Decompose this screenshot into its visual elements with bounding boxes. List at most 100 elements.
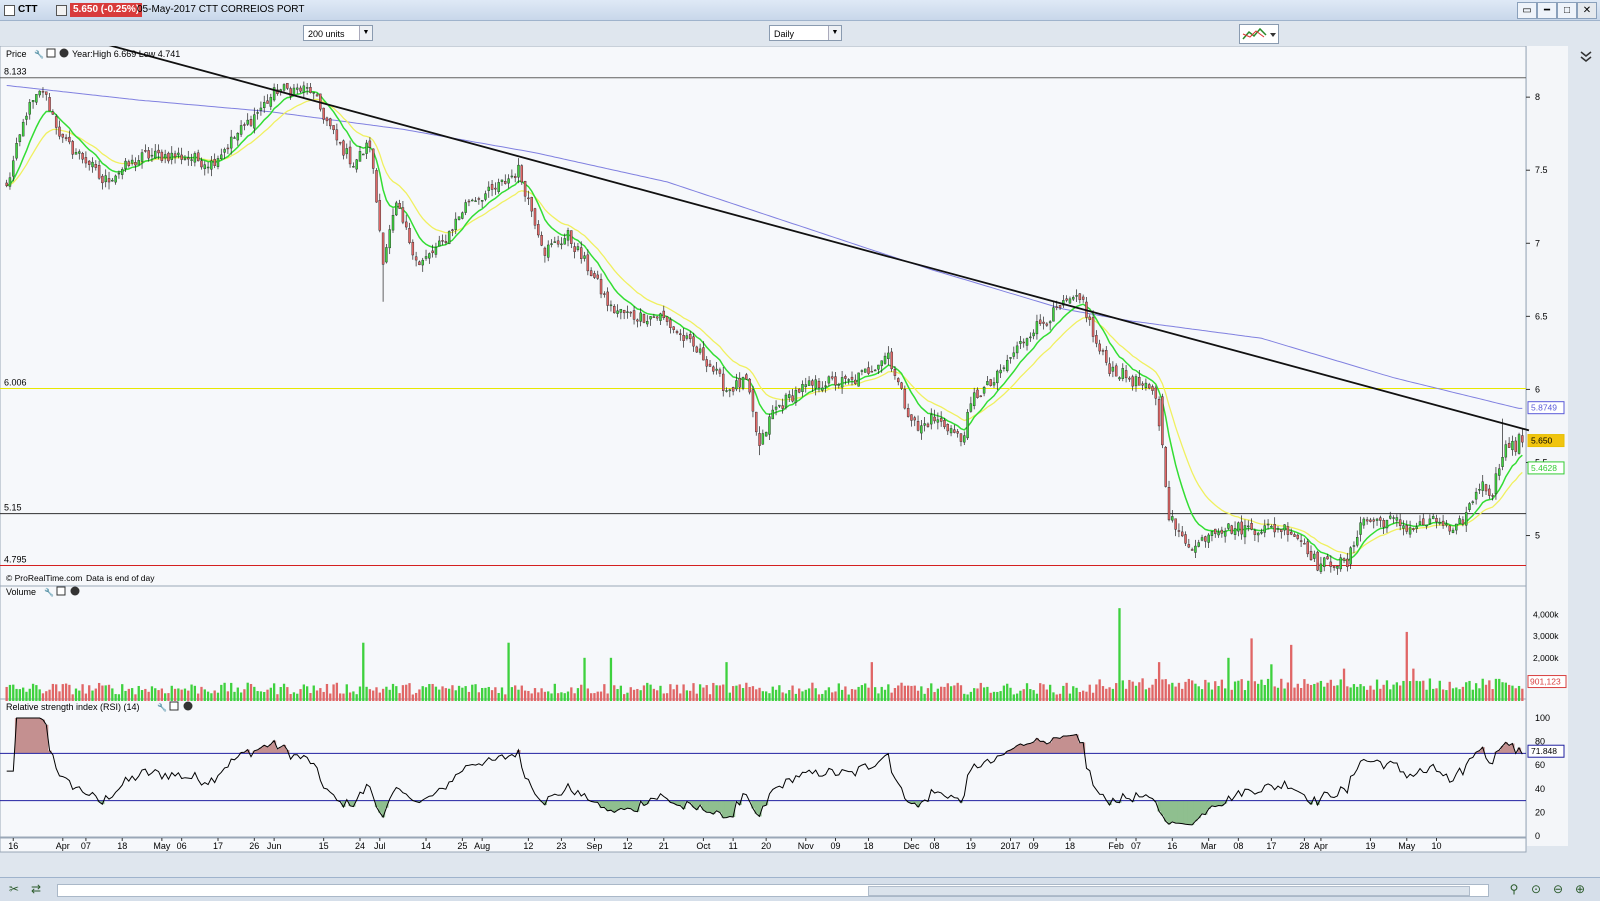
volume-bar: [1379, 688, 1382, 701]
volume-bar: [798, 688, 801, 701]
rsi-fill: [1025, 744, 1030, 754]
x-tick-label: 14: [421, 841, 431, 851]
candle-body: [68, 136, 71, 143]
volume-bar: [157, 690, 160, 701]
candle-body: [395, 202, 398, 216]
candle-body: [1507, 442, 1511, 448]
zoom-minus-icon[interactable]: ⊖: [1552, 882, 1564, 896]
units-select[interactable]: 200 units ▼: [303, 25, 373, 41]
candle-body: [900, 382, 903, 389]
candle-body: [438, 240, 441, 247]
rsi-fill: [1193, 800, 1198, 822]
candle-body: [38, 90, 41, 96]
restore-button[interactable]: ━: [1537, 2, 1557, 19]
zoom-plus-icon[interactable]: ⊕: [1574, 882, 1586, 896]
rsi-fill: [913, 800, 917, 804]
rsi-fill: [1474, 752, 1479, 754]
x-tick-label: 17: [213, 841, 223, 851]
x-tick-label: Dec: [903, 841, 920, 851]
candle-body: [1187, 544, 1191, 548]
panel-toggle-icon[interactable]: [1578, 46, 1600, 66]
time-scrollbar[interactable]: [57, 884, 1489, 897]
volume-bar: [408, 683, 411, 701]
volume-bar: [1306, 683, 1309, 701]
candle-body: [784, 394, 788, 408]
volume-bar: [992, 691, 996, 701]
candle-body: [1435, 518, 1438, 523]
chart-type-button[interactable]: [1239, 24, 1279, 44]
candle-body: [1336, 565, 1339, 569]
maximize-button[interactable]: □: [1557, 2, 1577, 19]
candle-body: [1474, 491, 1478, 500]
volume-bar: [1465, 682, 1468, 701]
volume-bar: [936, 688, 940, 701]
candle-body: [570, 230, 573, 244]
volume-bar: [774, 689, 778, 701]
volume-bar: [741, 688, 745, 701]
volume-bar: [1075, 687, 1078, 701]
scrollbar-thumb[interactable]: [868, 886, 1470, 896]
rsi-fill: [1180, 800, 1185, 824]
candle-body: [329, 118, 332, 127]
candle-body: [1009, 357, 1012, 359]
x-tick-label: Jun: [267, 841, 282, 851]
rsi-fill: [688, 800, 693, 804]
x-tick-label: 18: [117, 841, 127, 851]
candle-body: [1481, 481, 1484, 491]
volume-bar: [1134, 685, 1138, 701]
rsi-fill: [1164, 800, 1168, 822]
volume-bar: [1243, 690, 1247, 701]
candle-body: [1352, 545, 1356, 547]
close-button[interactable]: ✕: [1577, 2, 1597, 19]
candle-body: [233, 137, 236, 139]
chart-area[interactable]: 8.1336.0065.154.79587.576.565.555.87495.…: [0, 46, 1600, 877]
volume-bar: [1207, 682, 1210, 701]
volume-bar: [877, 693, 880, 701]
volume-bar: [1478, 688, 1481, 701]
candle-body: [982, 386, 986, 394]
candle-body: [104, 175, 107, 183]
volume-bar: [68, 684, 71, 701]
volume-bar: [1194, 683, 1197, 701]
window-icon[interactable]: [4, 5, 15, 16]
candle-body: [685, 335, 689, 339]
volume-bar: [738, 684, 741, 701]
candle-body: [385, 247, 388, 263]
volume-bar: [1035, 693, 1039, 701]
x-tick-label: 26: [249, 841, 259, 851]
cut-tool-icon[interactable]: ✂: [8, 882, 20, 896]
volume-bar: [279, 687, 282, 701]
volume-bar: [840, 689, 844, 701]
volume-bar: [1375, 679, 1379, 701]
candle-body: [1289, 531, 1293, 535]
volume-bar: [1115, 683, 1118, 701]
zoom-out-icon[interactable]: ⚲: [1509, 882, 1519, 896]
ema-fast-line: [6, 90, 1523, 562]
volume-bar: [1237, 680, 1240, 701]
volume-bar: [523, 690, 527, 701]
candle-body: [71, 141, 74, 155]
volume-bar: [223, 682, 226, 701]
volume-bar: [130, 688, 134, 701]
volume-bar: [441, 686, 444, 701]
rsi-fill: [1055, 737, 1059, 754]
volume-bar: [447, 688, 451, 701]
candle-body: [1349, 547, 1352, 565]
minimize-button[interactable]: ▭: [1517, 2, 1537, 19]
volume-bar: [206, 691, 210, 701]
volume-bar: [246, 682, 249, 701]
candle-body: [78, 151, 81, 154]
zoom-fit-icon[interactable]: ⊙: [1530, 882, 1542, 896]
rsi-fill: [711, 800, 716, 815]
candle-body: [54, 116, 58, 128]
candle-body: [1431, 516, 1435, 519]
period-select[interactable]: Daily ▼: [769, 25, 842, 41]
volume-bar: [38, 689, 41, 701]
volume-bar: [484, 687, 487, 701]
volume-bar: [771, 686, 774, 701]
volume-bar: [1190, 680, 1194, 701]
candle-body: [35, 94, 38, 103]
volume-bar: [603, 684, 606, 701]
volume-bar: [1494, 678, 1498, 701]
swap-icon[interactable]: ⇄: [30, 882, 42, 896]
